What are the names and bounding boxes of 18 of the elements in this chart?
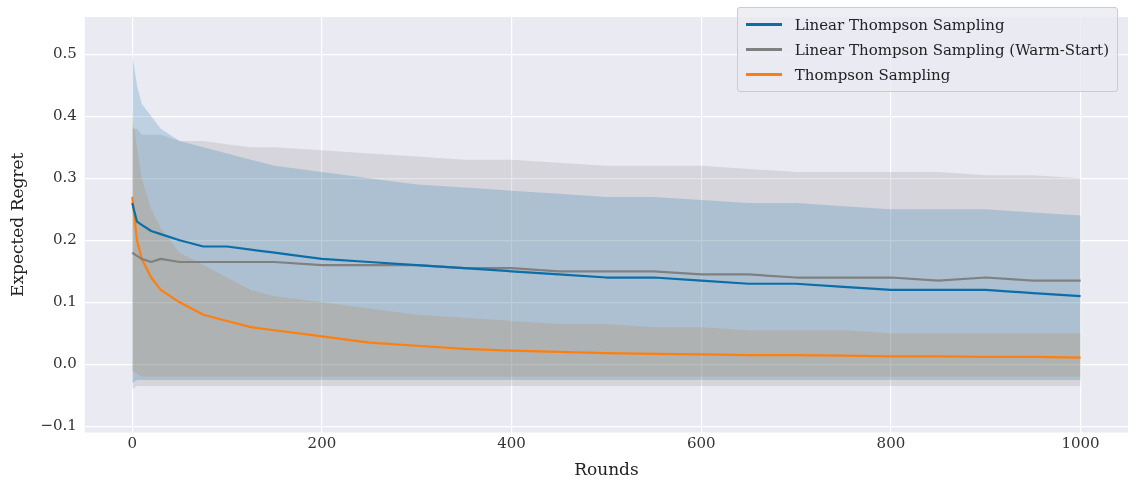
y-tick-label: 0.1	[52, 292, 77, 311]
x-tick-label: 400	[497, 434, 526, 453]
y-tick-label: 0.4	[52, 106, 77, 125]
y-tick-label: 0.5	[52, 44, 77, 63]
legend-label: Linear Thompson Sampling (Warm-Start)	[794, 40, 1109, 59]
y-tick-label: 0.2	[52, 230, 77, 249]
legend-label: Thompson Sampling	[794, 65, 951, 84]
x-tick-label: 0	[127, 434, 138, 453]
x-axis-title: Rounds	[574, 459, 639, 480]
x-tick-label: 800	[876, 434, 906, 453]
y-tick-label: 0.3	[52, 168, 77, 187]
legend-label: Linear Thompson Sampling	[794, 15, 1005, 34]
x-tick-label: 200	[307, 434, 337, 453]
y-tick-label: 0.0	[52, 354, 77, 373]
x-tick-label: 600	[686, 434, 716, 453]
y-axis-title: Expected Regret	[6, 152, 27, 297]
x-tick-label: 1000	[1061, 434, 1100, 453]
y-tick-label: −0.1	[40, 416, 77, 435]
